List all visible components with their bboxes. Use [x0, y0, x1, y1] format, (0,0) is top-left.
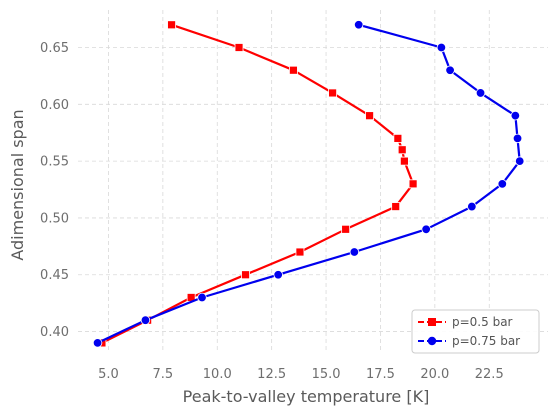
y-tick-label: 0.45	[40, 268, 69, 283]
x-tick-label: 10.0	[203, 367, 232, 382]
data-point	[399, 156, 409, 166]
data-point	[391, 202, 401, 211]
data-point	[497, 179, 508, 189]
legend-box	[411, 309, 540, 354]
data-point	[512, 133, 523, 144]
data-point	[436, 42, 447, 53]
y-tick-label: 0.65	[40, 41, 69, 56]
x-axis-label: Peak-to-valley temperature [K]	[183, 387, 430, 406]
y-tick-label: 0.60	[40, 98, 69, 113]
data-point	[140, 315, 151, 325]
data-point	[241, 270, 250, 280]
data-point	[467, 201, 477, 212]
x-tick-label: 20.0	[420, 367, 449, 382]
data-point	[273, 270, 283, 280]
y-tick-label: 0.50	[40, 211, 69, 226]
x-tick-label: 5.0	[98, 367, 119, 382]
data-point	[167, 20, 176, 30]
data-point	[510, 110, 521, 121]
x-tick-label: 22.5	[475, 367, 504, 382]
data-point	[353, 20, 364, 30]
y-axis-label: Adimensional span	[8, 109, 27, 260]
y-tick-label: 0.40	[40, 325, 69, 340]
data-point	[408, 179, 418, 189]
series-layer	[92, 20, 525, 348]
x-tick-label: 12.5	[257, 367, 286, 382]
data-point	[328, 88, 337, 98]
x-axis-ticks: 5.0 7.5 10.0 12.5 15.0 17.5 20.0 22.5	[98, 367, 504, 382]
legend-marker-series-2	[427, 336, 437, 346]
y-axis-ticks: 0.40 0.45 0.50 0.55 0.60 0.65	[40, 41, 69, 340]
data-point	[234, 43, 244, 52]
data-point	[197, 292, 207, 303]
data-point	[365, 111, 374, 121]
data-point	[295, 247, 305, 257]
data-point	[349, 247, 360, 257]
legend: p=0.5 bar p=0.75 bar	[411, 309, 540, 354]
legend-label-series-1: p=0.5 bar	[452, 315, 513, 329]
x-tick-label: 17.5	[366, 367, 395, 382]
data-point	[289, 65, 298, 75]
x-tick-label: 15.0	[312, 367, 341, 382]
data-point	[92, 338, 103, 348]
data-point	[421, 224, 431, 234]
data-point	[475, 88, 486, 98]
x-tick-label: 7.5	[153, 367, 174, 382]
data-point	[341, 224, 351, 234]
legend-marker-series-1	[428, 318, 436, 326]
data-point	[393, 133, 403, 143]
grid-layer	[78, 10, 548, 352]
series-2	[92, 20, 525, 348]
legend-label-series-2: p=0.75 bar	[452, 334, 520, 348]
data-point	[397, 145, 407, 155]
data-point	[445, 65, 455, 75]
series-1	[97, 20, 418, 348]
y-tick-label: 0.55	[40, 155, 69, 170]
series-line	[101, 23, 415, 344]
series-line	[97, 23, 521, 344]
data-point	[515, 156, 525, 166]
